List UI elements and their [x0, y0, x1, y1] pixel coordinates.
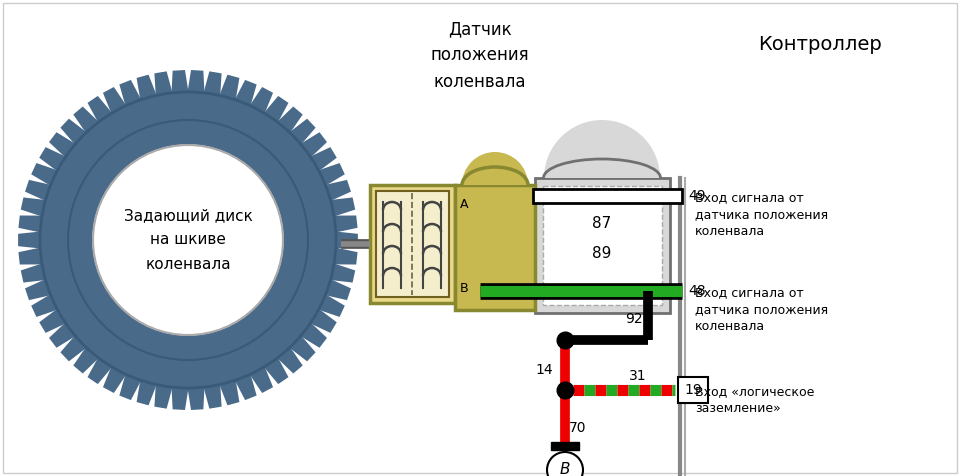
Polygon shape	[277, 347, 302, 374]
Text: B: B	[560, 463, 570, 476]
FancyBboxPatch shape	[535, 178, 670, 313]
Polygon shape	[87, 357, 112, 384]
Polygon shape	[235, 374, 256, 400]
Polygon shape	[264, 96, 288, 122]
FancyBboxPatch shape	[678, 377, 708, 403]
Polygon shape	[204, 71, 222, 96]
FancyBboxPatch shape	[551, 442, 579, 450]
Wedge shape	[462, 152, 528, 185]
Polygon shape	[310, 147, 337, 171]
Polygon shape	[330, 198, 355, 217]
Polygon shape	[39, 147, 65, 171]
Polygon shape	[172, 70, 188, 93]
Polygon shape	[250, 367, 273, 393]
Polygon shape	[18, 231, 40, 248]
Text: A: A	[460, 198, 468, 211]
Polygon shape	[220, 380, 239, 406]
Text: 48: 48	[688, 284, 706, 298]
Polygon shape	[187, 387, 204, 410]
Text: Контроллер: Контроллер	[758, 35, 882, 54]
Polygon shape	[25, 279, 51, 300]
Text: 89: 89	[592, 246, 612, 260]
Polygon shape	[290, 336, 316, 361]
Polygon shape	[32, 163, 58, 186]
Polygon shape	[18, 216, 42, 232]
FancyBboxPatch shape	[543, 186, 662, 305]
Polygon shape	[325, 180, 351, 201]
Polygon shape	[87, 96, 112, 122]
Polygon shape	[73, 107, 99, 133]
FancyBboxPatch shape	[370, 185, 455, 303]
Polygon shape	[60, 336, 86, 361]
Polygon shape	[119, 374, 141, 400]
Circle shape	[40, 92, 336, 388]
Polygon shape	[325, 279, 351, 300]
Polygon shape	[119, 80, 141, 106]
Polygon shape	[21, 264, 45, 283]
Polygon shape	[136, 380, 156, 406]
Circle shape	[547, 452, 583, 476]
Text: 87: 87	[592, 216, 612, 230]
Polygon shape	[60, 119, 86, 145]
Polygon shape	[155, 71, 173, 96]
Polygon shape	[39, 309, 65, 333]
Polygon shape	[290, 119, 316, 145]
Text: B: B	[460, 281, 468, 295]
Text: Вход сигнала от
датчика положения
коленвала: Вход сигнала от датчика положения коленв…	[695, 286, 828, 333]
Polygon shape	[155, 385, 173, 409]
Text: 92: 92	[625, 312, 643, 326]
Text: 31: 31	[629, 369, 646, 383]
Polygon shape	[264, 357, 288, 384]
Polygon shape	[277, 107, 302, 133]
Text: 19: 19	[684, 383, 702, 397]
Polygon shape	[73, 347, 99, 374]
Polygon shape	[49, 132, 76, 157]
Polygon shape	[319, 294, 345, 317]
FancyBboxPatch shape	[455, 185, 535, 310]
FancyBboxPatch shape	[533, 189, 682, 203]
Polygon shape	[319, 163, 345, 186]
Text: Задающий диск
на шкиве
коленвала: Задающий диск на шкиве коленвала	[124, 208, 252, 272]
Polygon shape	[187, 70, 204, 93]
Polygon shape	[235, 80, 256, 106]
Polygon shape	[336, 231, 358, 248]
Polygon shape	[32, 294, 58, 317]
Polygon shape	[220, 75, 239, 100]
Text: 49: 49	[688, 189, 706, 203]
Polygon shape	[103, 87, 127, 113]
Polygon shape	[334, 216, 357, 232]
Polygon shape	[334, 248, 357, 265]
Polygon shape	[21, 198, 45, 217]
Text: Датчик
положения
коленвала: Датчик положения коленвала	[431, 20, 529, 91]
Polygon shape	[204, 385, 222, 409]
Polygon shape	[250, 87, 273, 113]
Text: Вход «логическое
заземление»: Вход «логическое заземление»	[695, 385, 814, 415]
Polygon shape	[172, 387, 188, 410]
Polygon shape	[49, 323, 76, 348]
Polygon shape	[310, 309, 337, 333]
Polygon shape	[18, 248, 42, 265]
Polygon shape	[300, 132, 327, 157]
Polygon shape	[330, 264, 355, 283]
Polygon shape	[300, 323, 327, 348]
Polygon shape	[103, 367, 127, 393]
Text: Вход сигнала от
датчика положения
коленвала: Вход сигнала от датчика положения коленв…	[695, 191, 828, 238]
Circle shape	[93, 145, 283, 335]
Polygon shape	[136, 75, 156, 100]
Polygon shape	[25, 180, 51, 201]
Text: 14: 14	[536, 363, 553, 377]
FancyBboxPatch shape	[376, 191, 449, 297]
Wedge shape	[544, 120, 660, 178]
Text: 70: 70	[569, 421, 587, 435]
